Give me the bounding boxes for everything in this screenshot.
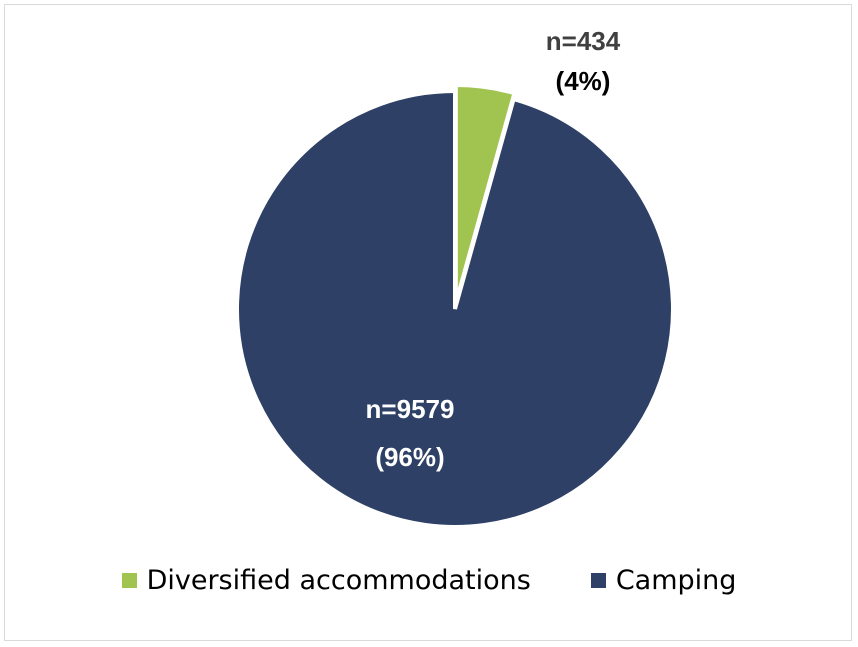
data-label-percent-camping: (96%) <box>375 442 444 472</box>
pie-slice-camping <box>235 88 675 529</box>
data-label-count-diversified: n=434 <box>546 26 621 56</box>
data-label-percent-diversified: (4%) <box>556 66 611 96</box>
pie-chart: n=434 (4%) n=9579 (96%) <box>235 26 675 529</box>
legend-swatch-camping <box>590 573 606 588</box>
legend-label-camping: Camping <box>615 565 737 596</box>
legend-item-diversified: Diversified accommodations <box>121 565 531 596</box>
legend-swatch-diversified <box>121 573 137 588</box>
data-label-count-camping: n=9579 <box>366 394 455 424</box>
legend-label-diversified: Diversified accommodations <box>146 565 531 596</box>
legend: Diversified accommodations Camping <box>0 565 858 596</box>
legend-item-camping: Camping <box>590 565 737 596</box>
